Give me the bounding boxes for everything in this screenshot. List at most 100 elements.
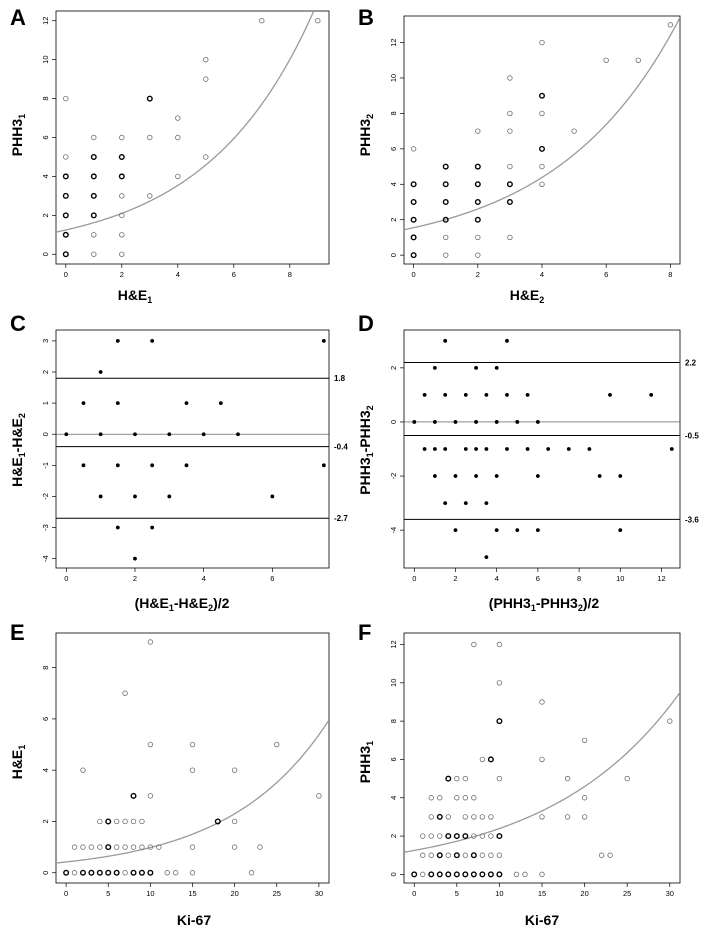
data-point (156, 844, 162, 850)
data-points (412, 338, 674, 560)
x-tick-label: 10 (146, 889, 154, 898)
data-point (445, 833, 452, 840)
data-point (443, 234, 449, 241)
data-point (88, 869, 95, 876)
y-axis: 0 2 4 6 8 (41, 666, 56, 875)
data-point (608, 393, 612, 397)
data-point (115, 401, 120, 406)
y-axis-label-subscript: 1 (17, 745, 27, 750)
data-point (218, 401, 223, 406)
data-point (316, 793, 322, 799)
data-point (97, 844, 103, 850)
data-point (81, 463, 86, 468)
data-point (463, 393, 468, 397)
y-tick-label: 6 (389, 757, 398, 761)
data-point (62, 251, 69, 258)
plot-frame (55, 632, 330, 884)
plot-frame (403, 329, 681, 569)
data-point (453, 833, 460, 840)
data-point (422, 393, 427, 397)
x-axis-label: H&E1 (118, 287, 153, 305)
data-point (484, 447, 489, 451)
data-point (507, 234, 513, 241)
y-tick-label: 4 (389, 182, 398, 186)
panel-c: C0 2 4 6-4-3-2-10123(H&E1-H&E2)/2H&E1-H&E21… (9, 311, 348, 613)
data-points (411, 641, 673, 878)
x-axis-label-subscript: 2 (539, 295, 544, 305)
x-tick-label: 0 (64, 889, 68, 898)
y-axis-label: PHH31-PHH32 (357, 405, 375, 494)
panel-e: E 0 5 10 15 20 25 30 0 2 4 6 8 Ki-67 H&E1 (9, 620, 330, 928)
data-point (118, 173, 125, 180)
x-axis-label-subscript: 2 (208, 603, 213, 613)
data-point (462, 852, 469, 858)
data-point (474, 181, 481, 188)
data-point (259, 18, 265, 24)
y-tick-label: -1 (41, 462, 50, 469)
data-point (63, 869, 70, 876)
data-point (506, 198, 513, 205)
y-tick-label: 0 (41, 252, 50, 256)
data-point (494, 474, 499, 478)
y-tick-label: 6 (41, 135, 50, 139)
data-point (488, 833, 494, 839)
y-tick-label: 6 (41, 717, 50, 721)
data-point (618, 474, 623, 478)
data-point (474, 365, 478, 370)
data-point (420, 833, 426, 839)
data-point (133, 432, 137, 437)
y-axis-label-subscript: 1 (365, 741, 375, 746)
y-axis: -4 -2 0 2 (389, 366, 404, 533)
panel-letter: F (358, 620, 371, 645)
data-point (525, 393, 530, 397)
data-point (147, 639, 154, 645)
reference-line-label: -2.7 (334, 514, 348, 523)
fitted-curve (56, 719, 329, 864)
y-tick-label: 0 (389, 253, 398, 257)
y-axis-label: PHH32 (357, 114, 375, 156)
data-point (453, 474, 458, 478)
data-point (566, 447, 571, 451)
y-tick-label: 2 (389, 366, 398, 370)
data-point (454, 795, 460, 801)
data-point (98, 370, 103, 374)
data-point (474, 198, 481, 205)
data-point (164, 870, 170, 876)
y-tick-label: 4 (41, 174, 50, 178)
data-point (130, 844, 137, 850)
data-point (71, 870, 78, 876)
data-point (453, 528, 458, 533)
data-point (428, 852, 434, 858)
data-point (539, 699, 545, 705)
panel-letter: C (10, 311, 26, 336)
data-point (167, 432, 172, 437)
x-tick-label: 6 (536, 574, 540, 583)
data-point (535, 474, 540, 478)
data-point (214, 818, 221, 825)
data-point (410, 181, 417, 188)
data-point (494, 365, 499, 370)
data-point (231, 767, 238, 773)
data-point (147, 741, 154, 748)
data-point (539, 145, 546, 152)
panel-d: D0 2 4 6 8 10 12-4-202(PHH31-PHH32)/2PHH31-PHH… (357, 311, 699, 613)
data-point (411, 871, 418, 878)
y-tick-label: 10 (389, 679, 398, 687)
data-point (201, 432, 206, 437)
data-point (147, 793, 154, 799)
data-point (474, 216, 481, 223)
data-point (62, 212, 69, 219)
data-point (150, 463, 155, 468)
data-point (437, 795, 443, 801)
y-tick-label: 2 (41, 370, 50, 374)
data-point (62, 192, 69, 199)
data-point (122, 818, 128, 825)
data-point (91, 251, 97, 257)
data-point (91, 134, 97, 141)
y-tick-label: 1 (41, 401, 50, 405)
reference-line-label: 2.2 (685, 358, 697, 367)
data-point (189, 844, 196, 850)
x-tick-label: 2 (476, 270, 480, 279)
data-point (90, 173, 97, 180)
x-tick-label: 0 (412, 270, 416, 279)
